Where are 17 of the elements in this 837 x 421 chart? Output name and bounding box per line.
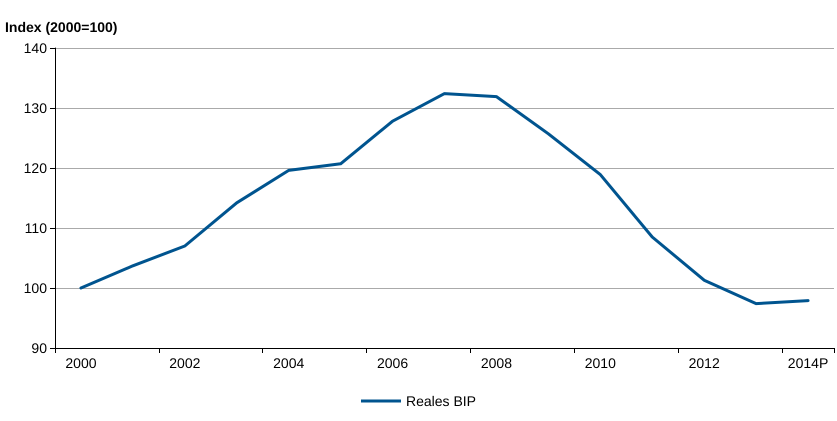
legend-label: Reales BIP [406, 393, 476, 409]
line-series [79, 92, 810, 306]
y-tick-label: 90 [31, 340, 48, 356]
y-tick-label: 120 [24, 160, 48, 176]
x-tick-label: 2010 [584, 355, 616, 371]
x-tick-label: 2002 [169, 355, 201, 371]
y-tick-label: 140 [24, 40, 48, 56]
x-tick-label: 2000 [65, 355, 97, 371]
y-tick-label: 130 [24, 100, 48, 116]
y-tick-label: 110 [24, 220, 48, 236]
x-tick-label: 2014P [788, 355, 828, 371]
x-tick-label: 2006 [376, 355, 408, 371]
x-tick-label: 2004 [273, 355, 304, 371]
x-tick-label: 2012 [688, 355, 720, 371]
y-tick-label: 100 [24, 280, 48, 296]
y-axis-title: Index (2000=100) [5, 19, 118, 35]
x-tick-label: 2008 [480, 355, 512, 371]
